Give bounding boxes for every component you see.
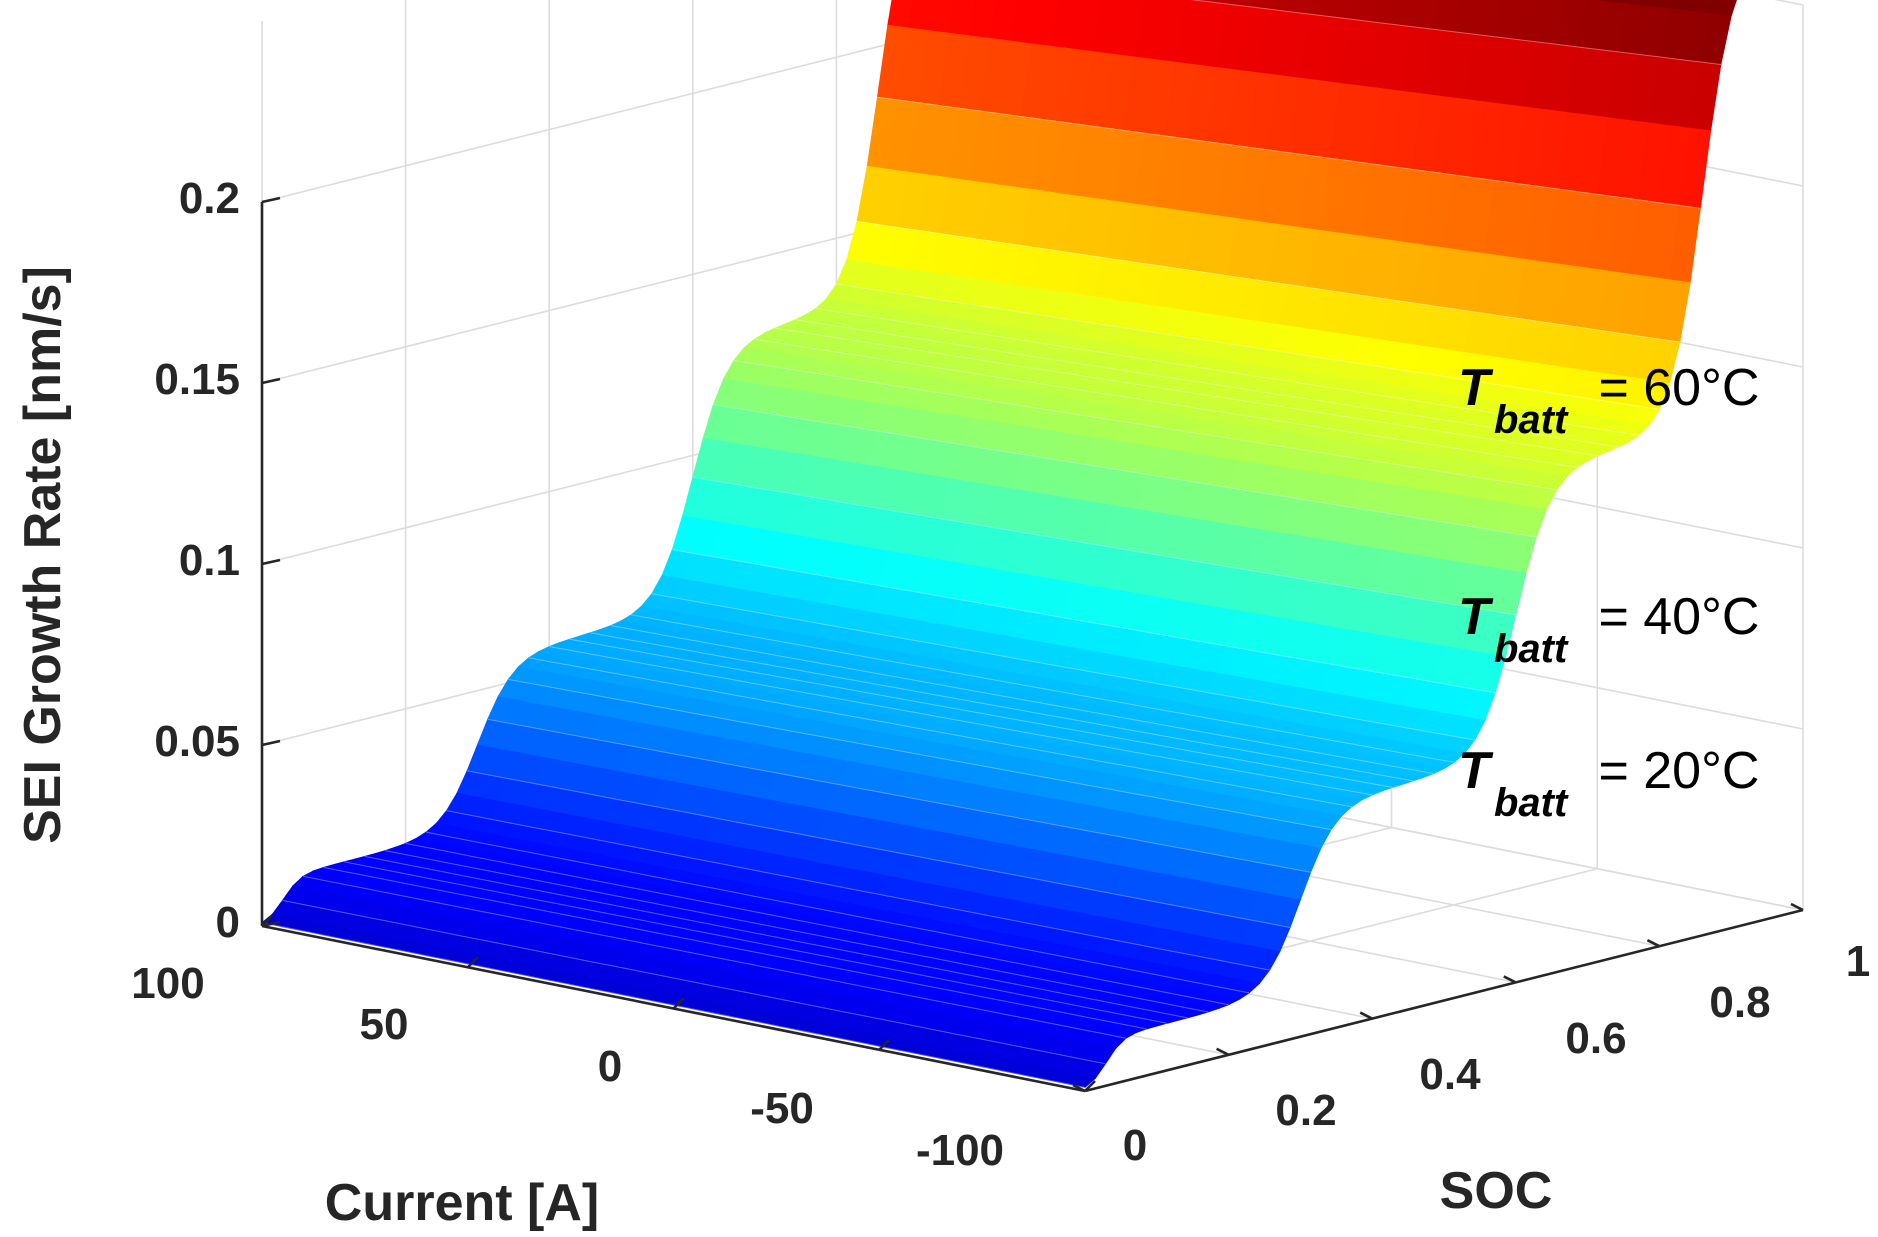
mesh-line [877, 96, 1701, 209]
mesh-line [446, 810, 1270, 971]
mesh-line [836, 283, 1660, 410]
z-axis-label: SEI Growth Rate [nm/s] [14, 266, 72, 844]
x-tick-label: 100 [131, 959, 204, 1008]
mesh-line [692, 476, 1516, 616]
mesh-line [856, 221, 1680, 343]
mesh-line [569, 638, 1393, 788]
mesh-line [385, 850, 1209, 1013]
axes [260, 196, 1804, 1093]
y-tick-label: 0.2 [1275, 1086, 1336, 1135]
mesh-line [302, 875, 1127, 1039]
surface-plot [261, 0, 1737, 1088]
y-tick-mark [1503, 975, 1517, 984]
mesh-line [282, 899, 1106, 1065]
x-tick-mark [1084, 1080, 1096, 1092]
x-tick-label: -50 [750, 1084, 814, 1133]
x-tick-label: -100 [916, 1126, 1004, 1175]
y-axis-line [1084, 908, 1804, 1093]
x-tick-label: 50 [360, 1000, 409, 1049]
mesh-line [549, 646, 1373, 796]
annotation-text: = 40°C [1584, 588, 1759, 646]
z-tick-label: 0.1 [179, 536, 240, 585]
mesh-line [672, 549, 1496, 694]
mesh-line [261, 922, 1086, 1088]
x-axis-label: Current [A] [325, 1174, 599, 1232]
annotation-20c: T batt = 20°C [1458, 742, 1759, 825]
z-tick-mark [261, 920, 281, 928]
annotation-symbol: T [1458, 359, 1494, 417]
y-tick-label: 1 [1846, 937, 1870, 986]
mesh-line [323, 866, 1147, 1030]
mesh-line [795, 319, 1619, 448]
y-axis-label: SOC [1440, 1162, 1553, 1220]
y-tick-mark [1790, 902, 1804, 912]
x-axis-ticks: 100 50 0 -50 -100 [131, 959, 1004, 1175]
mesh-line [631, 614, 1455, 763]
mesh-line [713, 404, 1537, 538]
annotation-subscript: batt [1494, 627, 1569, 671]
z-axis-ticks: 0 0.05 0.1 0.15 0.2 [154, 174, 240, 947]
annotation-40c: T batt = 40°C [1458, 588, 1759, 671]
z-tick-mark [261, 739, 281, 747]
z-tick-label: 0.2 [179, 174, 240, 223]
y-tick-mark [1646, 939, 1660, 948]
mesh-line [733, 360, 1557, 491]
mesh-line [590, 632, 1414, 782]
y-tick-mark [1216, 1047, 1230, 1056]
mesh-line [528, 657, 1352, 808]
x-tick-mark [466, 956, 479, 969]
annotation-60c: T batt = 60°C [1458, 359, 1759, 442]
mesh-line [610, 625, 1434, 775]
mesh-line [467, 770, 1291, 928]
x-tick-mark [261, 915, 273, 927]
x-tick-label: 0 [598, 1042, 622, 1091]
x-tick-mark [878, 1038, 891, 1051]
mesh-line [364, 855, 1188, 1019]
mesh-line [651, 593, 1475, 741]
surface-patch [1710, 0, 1737, 17]
y-tick-label: 0.8 [1709, 978, 1770, 1027]
annotation-subscript: batt [1494, 398, 1569, 442]
z-tick-label: 0.15 [154, 355, 240, 404]
mesh-line [754, 338, 1578, 468]
y-tick-label: 0.6 [1565, 1014, 1626, 1063]
z-tick-label: 0.05 [154, 717, 240, 766]
annotation-symbol: T [1458, 742, 1494, 800]
annotation-symbol: T [1458, 588, 1494, 646]
y-tick-label: 0 [1123, 1121, 1147, 1170]
z-tick-mark [261, 196, 281, 204]
annotation-text: = 20°C [1584, 742, 1759, 800]
mesh-line [815, 307, 1639, 436]
y-tick-mark [1072, 1083, 1086, 1093]
mesh-line [487, 718, 1311, 873]
z-tick-mark [261, 377, 281, 385]
mesh-line [405, 842, 1229, 1006]
z-tick-mark [261, 558, 281, 566]
mesh-line [508, 678, 1332, 831]
z-tick-label: 0 [216, 898, 240, 947]
mesh-line [1190, 0, 1721, 65]
mesh-line [774, 327, 1598, 457]
annotation-text: = 60°C [1584, 359, 1759, 417]
y-tick-label: 0.4 [1419, 1050, 1481, 1099]
annotation-subscript: batt [1494, 781, 1569, 825]
mesh-line [426, 831, 1250, 994]
y-tick-mark [1359, 1011, 1373, 1020]
mesh-line [344, 861, 1168, 1024]
y-axis-ticks: 0 0.2 0.4 0.6 0.8 1 [1123, 937, 1870, 1170]
surface-patch [1063, 1073, 1097, 1088]
x-tick-mark [672, 997, 685, 1010]
